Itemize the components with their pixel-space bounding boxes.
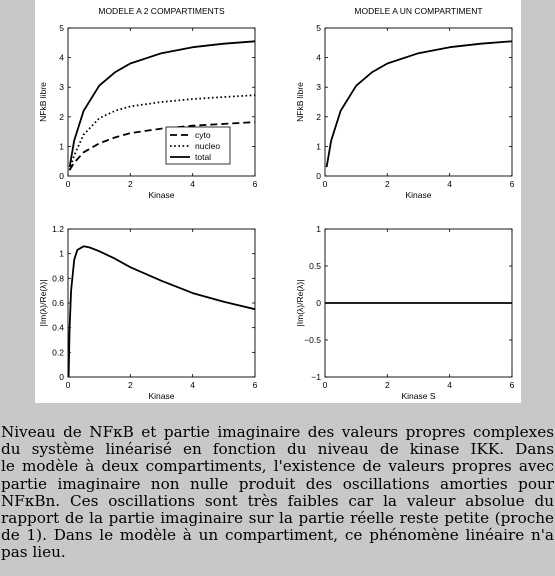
caption-line: partie imaginaire non nulle produit des … — [1, 474, 554, 493]
y-tick-label: 0.8 — [52, 273, 64, 283]
y-tick-label: 1.2 — [52, 224, 64, 234]
y-tick-label: 0 — [316, 171, 321, 181]
x-tick-label: 6 — [253, 380, 258, 390]
y-tick-label: −0.5 — [304, 335, 321, 345]
y-tick-label: 5 — [316, 23, 321, 33]
legend-label: nucleo — [195, 141, 220, 151]
x-tick-label: 0 — [66, 179, 71, 189]
x-tick-label: 6 — [510, 179, 515, 189]
y-tick-label: 0 — [316, 298, 321, 308]
x-tick-label: 6 — [253, 179, 258, 189]
y-axis-label: |Im(λ)/Re(λ)| — [295, 280, 305, 327]
x-tick-label: 4 — [447, 380, 452, 390]
y-tick-label: 0.2 — [52, 347, 64, 357]
x-tick-label: 2 — [128, 179, 133, 189]
y-tick-label: 1 — [316, 141, 321, 151]
chart-title: MODELE A 2 COMPARTIMENTS — [98, 6, 225, 16]
y-tick-label: 1 — [316, 224, 321, 234]
caption-line: Niveau de NFκB et partie imaginaire des … — [1, 423, 554, 441]
series-line — [68, 121, 256, 171]
y-tick-label: 4 — [316, 53, 321, 63]
x-axis-label: Kinase — [149, 190, 175, 200]
x-axis-label: Kinase S — [401, 391, 435, 401]
caption-line: pas lieu. — [1, 543, 66, 562]
y-tick-label: 0 — [59, 372, 64, 382]
x-tick-label: 4 — [447, 179, 452, 189]
plot-frame — [67, 27, 256, 177]
series-line — [67, 245, 256, 378]
figure-caption: Niveau de NFκB et partie imaginaire des … — [1, 423, 554, 562]
y-axis-label: |Im(λ)/Re(λ)| — [38, 280, 48, 327]
x-tick-label: 4 — [190, 179, 195, 189]
x-tick-label: 0 — [66, 380, 71, 390]
caption-line: NFκBn. Ces oscillations sont très faible… — [1, 491, 554, 510]
y-axis-label: NFkB libre — [38, 82, 48, 122]
x-axis-label: Kinase — [149, 391, 175, 401]
y-tick-label: 3 — [59, 82, 64, 92]
figure-charts: 0 2 4 6 0 1 2 3 4 5 MODELE A 2 COMPARTIMENTS Kinase… — [38, 6, 515, 401]
y-tick-label: 3 — [316, 82, 321, 92]
x-axis-label: Kinase — [406, 190, 432, 200]
legend-label: cyto — [195, 130, 211, 140]
x-tick-label: 4 — [190, 380, 195, 390]
y-tick-label: 0.5 — [309, 261, 321, 271]
y-tick-label: 4 — [59, 53, 64, 63]
y-tick-label: 2 — [316, 112, 321, 122]
caption-line: rapport de la partie imaginaire sur la p… — [1, 509, 554, 528]
legend-label: total — [195, 152, 211, 162]
y-tick-label: 0 — [59, 171, 64, 181]
y-tick-label: 2 — [59, 112, 64, 122]
y-tick-label: 1 — [59, 141, 64, 151]
y-tick-label: −1 — [311, 372, 321, 382]
x-tick-label: 2 — [385, 380, 390, 390]
x-tick-label: 0 — [323, 179, 328, 189]
x-tick-label: 0 — [323, 380, 328, 390]
caption-line: du système linéarisé en fonction du nive… — [1, 440, 554, 459]
x-tick-label: 2 — [128, 380, 133, 390]
x-tick-label: 6 — [510, 380, 515, 390]
y-tick-label: 0.4 — [52, 323, 64, 333]
x-tick-label: 2 — [385, 179, 390, 189]
series-line — [325, 40, 513, 168]
y-tick-label: 5 — [59, 23, 64, 33]
y-tick-label: 1 — [59, 249, 64, 259]
series-line — [68, 40, 256, 168]
figure-panel — [35, 0, 521, 403]
y-tick-label: 0.6 — [52, 298, 64, 308]
caption-line: le modèle à deux compartiments, l'existe… — [1, 457, 554, 476]
y-axis-label: NFkB libre — [295, 82, 305, 122]
series-line — [68, 94, 256, 171]
caption-line: de 1). Dans le modèle à un compartiment,… — [1, 526, 554, 545]
chart-title: MODELE A UN COMPARTIMENT — [354, 6, 482, 16]
plot-frame — [324, 27, 513, 177]
